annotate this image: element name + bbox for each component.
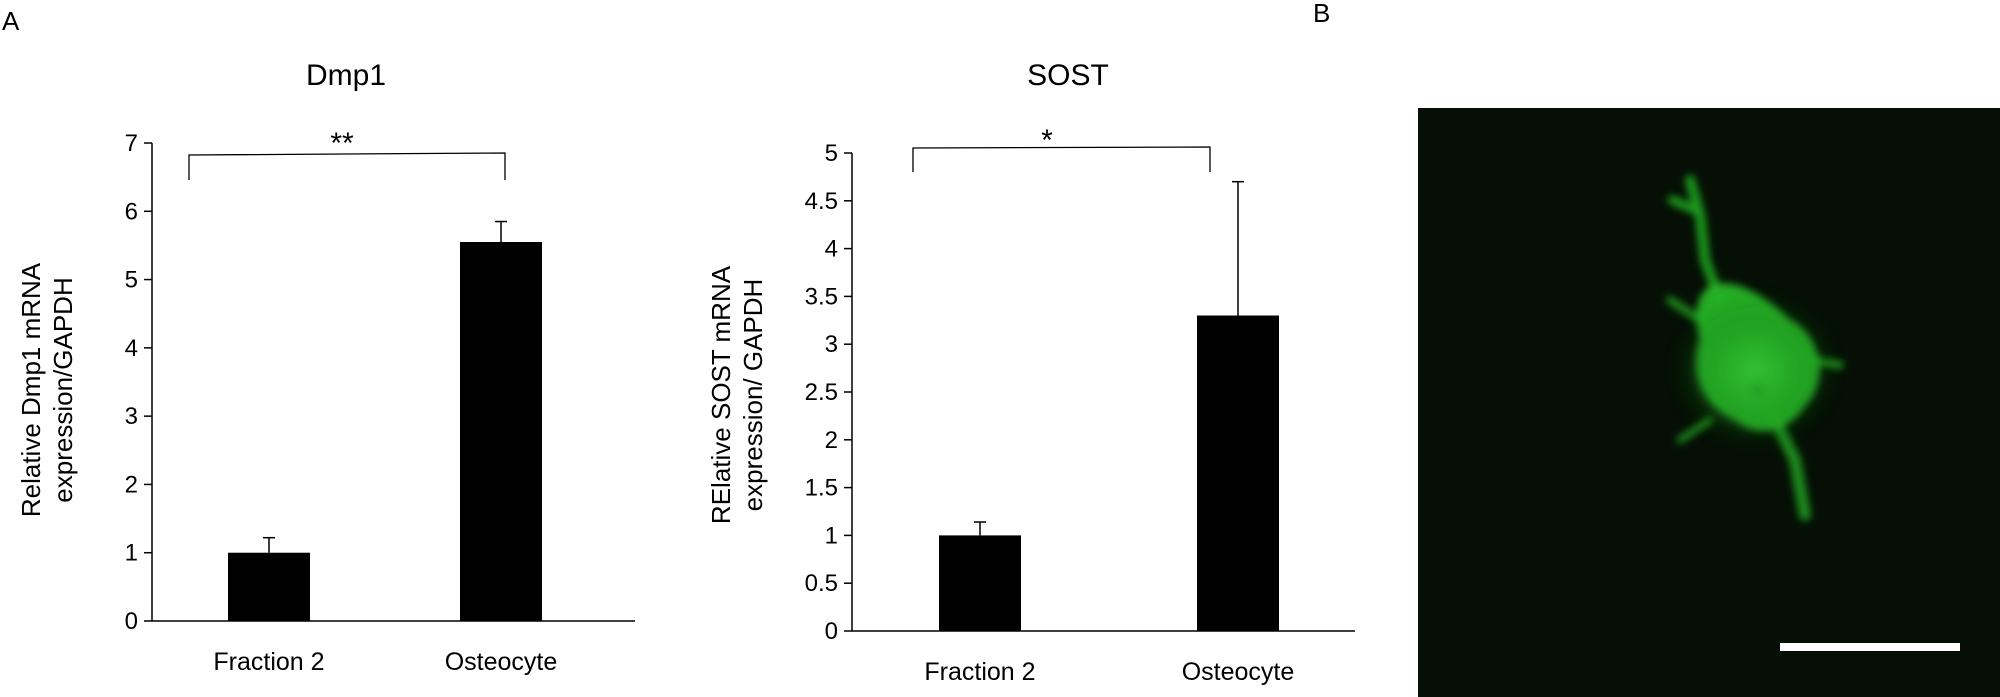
dmp1-category-label: Osteocyte [445, 648, 558, 676]
panel-label-b: B [1313, 0, 1330, 28]
panel-label-a: A [2, 6, 20, 36]
dmp1-y-tick-label: 3 [125, 403, 138, 430]
scale-bar [1780, 643, 1960, 651]
sost-y-tick-label: 2 [825, 427, 838, 454]
sost-y-tick-label: 3.5 [805, 283, 838, 310]
sost-significance-bracket [912, 146, 1211, 172]
dmp1-significance-bracket [188, 152, 506, 180]
sost-y-tick-label: 1.5 [805, 475, 838, 502]
sost-y-tick-label: 4 [825, 236, 838, 263]
sost-y-tick-label: 5 [825, 140, 838, 167]
dmp1-y-tick-label: 5 [125, 267, 138, 294]
dmp1-significance-mark: ** [330, 127, 354, 160]
dmp1-bar-1 [228, 552, 310, 621]
cell-nucleus [1736, 372, 1780, 408]
sost-y-tick-label: 4.5 [805, 188, 838, 215]
dmp1-y-axis-label-line1: Relative Dmp1 mRNA [16, 262, 46, 517]
dmp1-y-tick-label: 0 [125, 608, 138, 635]
sost-chart: SOST 0 0.5 1 1.5 2 2.5 3 3.5 4 4.5 5 Fraction 2 Ost… [706, 59, 1355, 686]
dmp1-y-tick-label: 2 [125, 471, 138, 498]
dmp1-y-tick-label: 6 [125, 198, 138, 225]
sost-y-tick-label: 0 [825, 618, 838, 645]
dmp1-category-label: Fraction 2 [213, 648, 324, 676]
sost-category-label: Osteocyte [1182, 658, 1295, 686]
fluorescence-micrograph [1418, 108, 2000, 697]
sost-y-axis-label-line1: RElative SOST mRNA [706, 265, 736, 524]
sost-y-tick-label: 2.5 [805, 379, 838, 406]
dmp1-bar-2 [460, 242, 542, 621]
sost-y-tick-label: 3 [825, 331, 838, 358]
dmp1-y-tick-label: 7 [125, 130, 138, 157]
dmp1-y-tick-label: 4 [125, 335, 138, 362]
dmp1-y-tick-label: 1 [125, 540, 138, 567]
sost-chart-title: SOST [1027, 59, 1109, 92]
dmp1-chart: Dmp1 0 1 2 3 4 5 6 7 Fraction 2 Osteocyte ** Rel… [16, 59, 635, 676]
sost-category-label: Fraction 2 [924, 658, 1035, 686]
sost-y-tick-label: 0.5 [805, 570, 838, 597]
sost-bar-2 [1197, 315, 1279, 631]
sost-bar-1 [939, 535, 1021, 631]
dmp1-chart-title: Dmp1 [306, 59, 386, 92]
sost-significance-mark: * [1041, 124, 1053, 157]
sost-y-axis-label-line2: expression/ GAPDH [738, 279, 768, 512]
sost-y-tick-label: 1 [825, 522, 838, 549]
dmp1-y-axis-label-line2: expression/GAPDH [48, 277, 78, 502]
